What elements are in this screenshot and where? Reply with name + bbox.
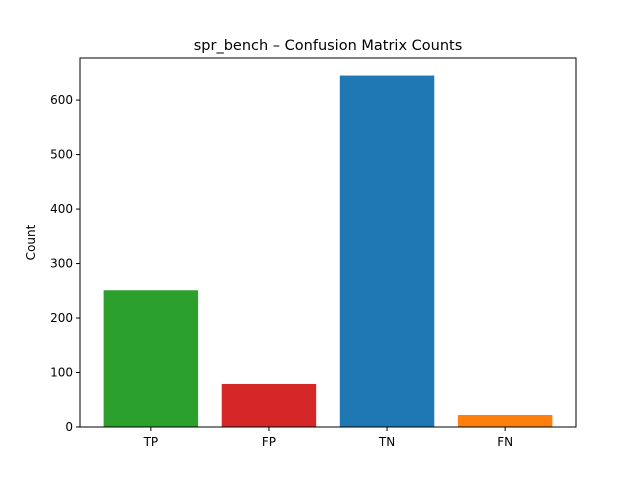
bar-fn (457, 415, 553, 427)
y-tick-label: 300 (50, 257, 73, 271)
y-tick-label: 0 (65, 420, 73, 434)
x-tick-label: TN (378, 435, 395, 449)
bars-group (103, 75, 553, 428)
y-tick-label: 400 (50, 202, 73, 216)
y-axis-label: Count (24, 224, 38, 260)
x-axis-ticks: TP FP TN FN (143, 427, 513, 449)
bar-fp (221, 383, 317, 427)
plot-frame (79, 57, 577, 428)
x-tick-label: FN (497, 435, 513, 449)
y-tick-label: 500 (50, 148, 73, 162)
y-tick-label: 600 (50, 93, 73, 107)
bar-tn (339, 75, 435, 428)
y-tick-label: 100 (50, 366, 73, 380)
chart-title: spr_bench – Confusion Matrix Counts (194, 38, 463, 54)
bar-tp (103, 290, 199, 427)
x-tick-label: FP (262, 435, 276, 449)
x-tick-label: TP (143, 435, 159, 449)
y-axis-ticks: 0 100 200 300 400 500 600 (50, 93, 80, 434)
y-tick-label: 200 (50, 311, 73, 325)
